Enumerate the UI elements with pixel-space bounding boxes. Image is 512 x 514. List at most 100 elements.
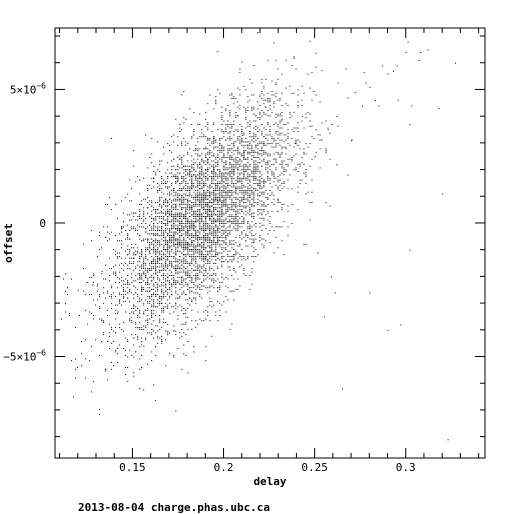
data-point: [237, 169, 238, 170]
data-point: [306, 194, 307, 195]
data-point: [187, 209, 188, 210]
data-point: [326, 152, 327, 153]
data-point: [247, 192, 248, 193]
data-point: [169, 282, 170, 283]
data-point: [131, 320, 132, 321]
data-point: [125, 230, 126, 231]
data-point: [175, 192, 176, 193]
data-point: [163, 147, 164, 148]
data-point: [143, 258, 144, 259]
data-point: [171, 207, 172, 208]
data-point: [161, 239, 162, 240]
data-point: [255, 226, 256, 227]
data-point: [129, 258, 130, 259]
data-point: [197, 256, 198, 257]
data-point: [107, 226, 108, 227]
data-point: [280, 140, 281, 141]
data-point: [257, 157, 258, 158]
data-point: [161, 178, 162, 179]
data-point: [278, 181, 279, 182]
data-point: [163, 223, 164, 224]
data-point: [159, 206, 160, 207]
data-point: [185, 188, 186, 189]
data-point: [195, 258, 196, 259]
data-point: [211, 166, 212, 167]
data-point: [276, 161, 277, 162]
data-point: [241, 200, 242, 201]
data-point: [141, 253, 142, 254]
data-point: [207, 169, 208, 170]
data-point: [153, 207, 154, 208]
data-point: [163, 273, 164, 274]
data-point: [191, 220, 192, 221]
data-point: [223, 247, 224, 248]
data-point: [263, 192, 264, 193]
data-point: [306, 244, 307, 245]
data-point: [255, 173, 256, 174]
data-point: [253, 188, 254, 189]
data-point: [225, 230, 226, 231]
data-point: [251, 256, 252, 257]
data-point: [187, 183, 188, 184]
data-point: [276, 162, 277, 163]
data-point: [139, 327, 140, 328]
data-point: [185, 194, 186, 195]
data-point: [195, 299, 196, 300]
data-point: [191, 164, 192, 165]
data-point: [229, 128, 230, 129]
data-point: [219, 315, 220, 316]
data-point: [221, 183, 222, 184]
data-point: [93, 381, 94, 382]
data-point: [193, 221, 194, 222]
data-point: [225, 194, 226, 195]
data-point: [241, 232, 242, 233]
data-point: [257, 167, 258, 168]
data-point: [239, 173, 240, 174]
data-point: [294, 147, 295, 148]
data-point: [233, 171, 234, 172]
data-point: [231, 230, 232, 231]
data-point: [207, 199, 208, 200]
data-point: [145, 268, 146, 269]
data-point: [229, 209, 230, 210]
data-point: [239, 136, 240, 137]
data-point: [133, 263, 134, 264]
data-point: [229, 95, 230, 96]
data-point: [191, 202, 192, 203]
data-point: [235, 221, 236, 222]
data-point: [117, 362, 118, 363]
data-point: [203, 181, 204, 182]
data-point: [137, 279, 138, 280]
data-point: [201, 188, 202, 189]
data-point: [272, 211, 273, 212]
data-point: [203, 240, 204, 241]
data-point: [185, 145, 186, 146]
data-point: [163, 308, 164, 309]
data-point: [159, 315, 160, 316]
data-point: [181, 162, 182, 163]
data-point: [99, 294, 100, 295]
data-point: [173, 221, 174, 222]
data-point: [219, 310, 220, 311]
data-point: [213, 199, 214, 200]
data-point: [257, 128, 258, 129]
data-point: [265, 190, 266, 191]
data-point: [217, 194, 218, 195]
data-point: [201, 173, 202, 174]
data-point: [215, 280, 216, 281]
data-point: [227, 121, 228, 122]
data-point: [171, 265, 172, 266]
data-point: [249, 181, 250, 182]
data-point: [219, 211, 220, 212]
data-point: [251, 173, 252, 174]
data-point: [183, 166, 184, 167]
data-point: [185, 275, 186, 276]
data-point: [276, 143, 277, 144]
data-point: [294, 169, 295, 170]
data-point: [155, 325, 156, 326]
data-point: [193, 346, 194, 347]
data-point: [109, 348, 110, 349]
data-point: [185, 209, 186, 210]
data-point: [247, 187, 248, 188]
data-point: [249, 225, 250, 226]
